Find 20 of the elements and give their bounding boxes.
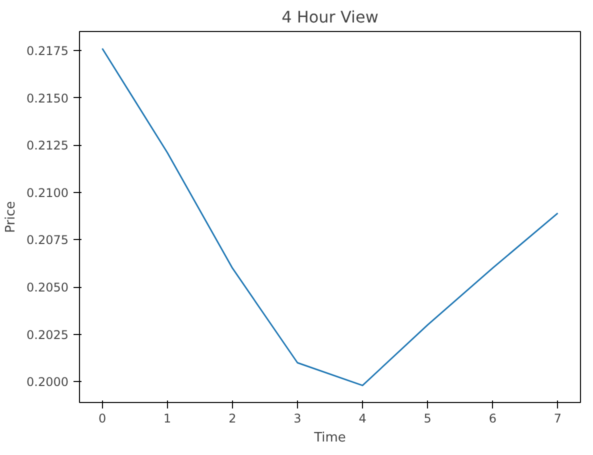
- x-tick-label: 4: [358, 412, 366, 426]
- y-axis-title: Price: [4, 201, 19, 233]
- y-tick-label: 0.2150: [26, 91, 69, 106]
- x-tick-label: 2: [228, 412, 236, 426]
- x-tick-label: 3: [294, 412, 302, 426]
- x-tick-label: 1: [164, 412, 172, 426]
- y-tick-label: 0.2050: [26, 280, 69, 295]
- y-tick-label: 0.2175: [26, 44, 69, 58]
- x-tick-label: 5: [424, 412, 432, 426]
- y-tick-label: 0.2025: [26, 328, 69, 342]
- y-tick-label: 0.2100: [26, 186, 69, 200]
- x-tick-label: 7: [554, 412, 562, 426]
- line-series: [102, 48, 558, 386]
- x-tick-label: 0: [98, 412, 106, 426]
- y-tick-label: 0.2075: [26, 233, 69, 248]
- chart-title: 4 Hour View: [282, 8, 378, 26]
- y-tick-label: 0.2125: [26, 138, 69, 153]
- x-tick-label: 6: [488, 412, 496, 426]
- x-axis-title: Time: [313, 430, 346, 446]
- y-tick-label: 0.2000: [26, 375, 69, 390]
